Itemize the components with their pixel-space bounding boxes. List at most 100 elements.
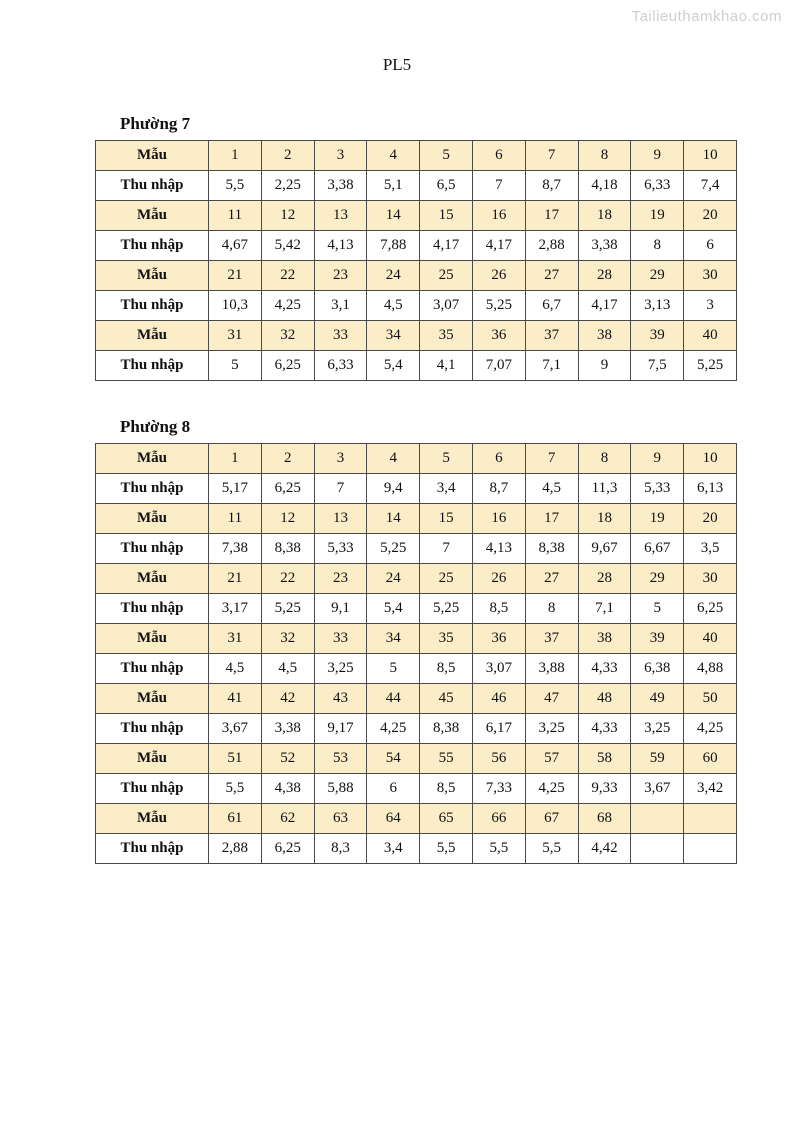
sample-number-cell: 32 [260, 623, 315, 654]
income-value-cell: 7 [313, 473, 368, 504]
row-label: Thu nhập [95, 170, 209, 201]
sample-number-cell: 44 [366, 683, 421, 714]
row-label: Mẫu [95, 140, 209, 171]
income-value-cell: 6,25 [260, 833, 315, 864]
sample-number-cell: 62 [260, 803, 315, 834]
income-value-cell: 4,25 [260, 290, 315, 321]
sample-number-cell: 31 [208, 623, 262, 654]
income-value-cell: 6,33 [630, 170, 685, 201]
sample-number-cell: 20 [683, 200, 737, 231]
sample-number-cell: 17 [524, 503, 579, 534]
row-label: Mẫu [95, 683, 209, 714]
sample-number-cell: 8 [577, 443, 632, 474]
row-label: Thu nhập [95, 533, 209, 564]
income-value-cell: 3 [683, 290, 737, 321]
sample-number-cell: 27 [524, 260, 579, 291]
sample-row: Mẫu 11 12 13 14 15 16 17 18 19 20 [95, 200, 737, 231]
income-value-cell: 9 [577, 350, 632, 381]
sample-number-cell: 68 [577, 803, 632, 834]
income-value-cell: 2,88 [524, 230, 579, 261]
sample-number-cell: 19 [630, 200, 685, 231]
income-value-cell: 6,25 [260, 350, 315, 381]
income-value-cell: 9,33 [577, 773, 632, 804]
sample-row: Mẫu 1 2 3 4 5 6 7 8 9 10 [95, 443, 737, 474]
sample-number-cell: 34 [366, 320, 421, 351]
sample-number-cell [683, 803, 737, 834]
sample-number-cell: 56 [471, 743, 526, 774]
sample-number-cell: 24 [366, 260, 421, 291]
sample-number-cell: 21 [208, 260, 262, 291]
sample-number-cell: 6 [471, 443, 526, 474]
page-title: PL5 [382, 55, 412, 74]
sample-number-cell: 10 [683, 443, 737, 474]
sample-number-cell: 1 [208, 140, 262, 171]
sample-number-cell: 3 [313, 140, 368, 171]
income-value-cell: 4,33 [577, 713, 632, 744]
income-value-cell: 5,4 [366, 593, 421, 624]
income-value-cell: 8,38 [419, 713, 473, 744]
sample-number-cell: 61 [208, 803, 262, 834]
row-label: Thu nhập [95, 350, 209, 381]
sample-number-cell: 31 [208, 320, 262, 351]
row-label: Thu nhập [95, 473, 209, 504]
row-label: Mẫu [95, 260, 209, 291]
sample-number-cell: 5 [419, 140, 473, 171]
income-value-cell: 3,25 [524, 713, 579, 744]
income-value-cell: 3,42 [683, 773, 737, 804]
row-label: Mẫu [95, 503, 209, 534]
income-value-cell: 4,42 [577, 833, 632, 864]
income-value-cell: 10,3 [208, 290, 262, 321]
sample-number-cell: 1 [208, 443, 262, 474]
sample-number-cell: 4 [366, 443, 421, 474]
sample-number-cell: 10 [683, 140, 737, 171]
income-value-cell: 9,67 [577, 533, 632, 564]
sample-row: Mẫu 31 32 33 34 35 36 37 38 39 40 [95, 623, 737, 654]
sample-number-cell: 39 [630, 320, 685, 351]
sample-number-cell: 51 [208, 743, 262, 774]
sample-number-cell: 18 [577, 200, 632, 231]
income-value-cell: 3,4 [366, 833, 421, 864]
sample-number-cell: 21 [208, 563, 262, 594]
income-row: Thu nhập 7,38 8,38 5,33 5,25 7 4,13 8,38 9,67 6,6… [95, 533, 737, 564]
sample-number-cell: 7 [524, 140, 579, 171]
income-value-cell: 3,1 [313, 290, 368, 321]
income-value-cell: 3,67 [630, 773, 685, 804]
sample-number-cell: 14 [366, 200, 421, 231]
sample-row: Mẫu 61 62 63 64 65 66 67 68 [95, 803, 737, 834]
sample-number-cell: 45 [419, 683, 473, 714]
income-value-cell: 3,17 [208, 593, 262, 624]
sample-number-cell: 50 [683, 683, 737, 714]
table-heading: Phường 7 [120, 114, 191, 133]
income-value-cell: 4,25 [366, 713, 421, 744]
income-value-cell: 8,5 [419, 653, 473, 684]
row-label: Mẫu [95, 563, 209, 594]
income-value-cell: 9,17 [313, 713, 368, 744]
sample-number-cell: 40 [683, 320, 737, 351]
sample-number-cell: 58 [577, 743, 632, 774]
income-value-cell: 4,5 [260, 653, 315, 684]
sample-number-cell: 16 [471, 503, 526, 534]
sample-number-cell: 53 [313, 743, 368, 774]
sample-number-cell: 19 [630, 503, 685, 534]
sample-number-cell: 27 [524, 563, 579, 594]
sample-number-cell: 18 [577, 503, 632, 534]
income-value-cell: 5,5 [208, 170, 262, 201]
income-value-cell: 4,5 [366, 290, 421, 321]
income-value-cell: 6,13 [683, 473, 737, 504]
sample-row: Mẫu 31 32 33 34 35 36 37 38 39 40 [95, 320, 737, 351]
income-value-cell: 3,07 [419, 290, 473, 321]
sample-number-cell: 22 [260, 260, 315, 291]
row-label: Mẫu [95, 743, 209, 774]
sample-number-cell: 25 [419, 563, 473, 594]
sample-number-cell: 55 [419, 743, 473, 774]
income-value-cell: 5,88 [313, 773, 368, 804]
sample-number-cell: 25 [419, 260, 473, 291]
sample-number-cell: 28 [577, 563, 632, 594]
sample-number-cell: 16 [471, 200, 526, 231]
income-value-cell: 4,33 [577, 653, 632, 684]
income-value-cell: 7,38 [208, 533, 262, 564]
row-label: Mẫu [95, 320, 209, 351]
income-row: Thu nhập 5 6,25 6,33 5,4 4,1 7,07 7,1 9 7,5 5,25 [95, 350, 737, 381]
income-value-cell: 5,25 [419, 593, 473, 624]
income-value-cell: 7,33 [471, 773, 526, 804]
